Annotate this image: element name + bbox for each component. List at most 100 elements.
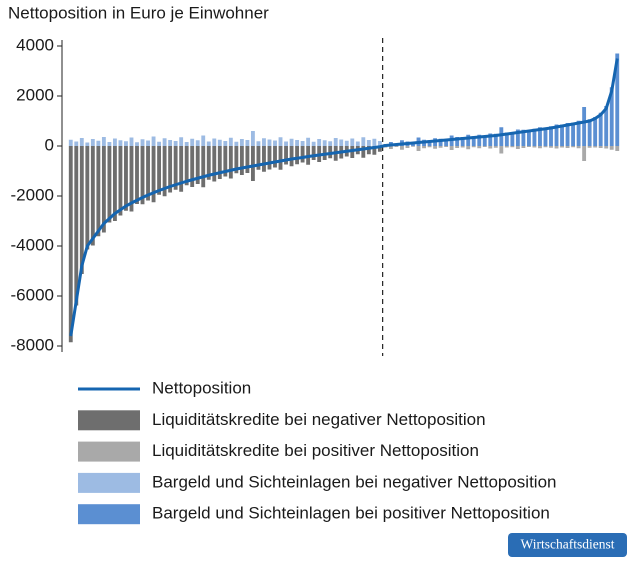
bar: [90, 146, 95, 246]
bar: [273, 140, 277, 146]
bar: [427, 140, 432, 146]
bar: [598, 112, 603, 146]
bar: [289, 138, 294, 146]
bar: [593, 117, 598, 146]
bar: [267, 139, 272, 146]
bar: [366, 140, 371, 146]
bar: [471, 136, 476, 146]
y-tick-label: -6000: [11, 285, 54, 304]
bar: [582, 146, 587, 161]
bar: [543, 146, 548, 148]
bar: [455, 146, 460, 148]
bar: [112, 138, 117, 146]
bar: [79, 138, 84, 146]
bar: [549, 146, 553, 148]
bar: [85, 142, 90, 146]
bar: [560, 124, 564, 146]
legend-swatch: [78, 472, 140, 493]
bar: [422, 146, 426, 149]
bar: [488, 133, 493, 146]
bar: [560, 146, 564, 148]
bar: [482, 135, 487, 146]
bar: [466, 146, 471, 150]
bar: [499, 127, 504, 146]
bar: [549, 126, 553, 146]
bar: [173, 141, 178, 146]
legend: Nettoposition Liquiditätskredite bei nega…: [78, 378, 557, 525]
bar: [250, 146, 255, 181]
bar: [333, 138, 338, 146]
bar: [101, 137, 106, 146]
bar: [262, 146, 266, 172]
bar: [433, 146, 438, 149]
bar: [101, 146, 106, 233]
bar: [372, 146, 377, 155]
bar: [515, 129, 520, 146]
bar: [482, 146, 487, 147]
legend-swatch: [78, 410, 140, 431]
bar: [449, 146, 454, 150]
bar: [532, 146, 537, 148]
bar: [190, 138, 195, 146]
bar: [543, 127, 548, 146]
legend-label: Liquiditätskredite bei negativer Nettopo…: [152, 410, 486, 429]
bar: [74, 146, 79, 306]
bar: [284, 141, 288, 146]
bar: [228, 146, 233, 179]
bar: [262, 138, 266, 146]
bar: [615, 146, 620, 151]
bar: [515, 146, 520, 149]
bar: [377, 146, 382, 152]
bar: [135, 146, 139, 204]
bar: [184, 142, 189, 146]
bar: [366, 146, 371, 155]
bar: [140, 146, 145, 205]
bar: [168, 146, 173, 193]
chart-title: Nettoposition in Euro je Einwohner: [8, 3, 269, 22]
bar: [388, 146, 393, 149]
bar: [245, 140, 250, 146]
bar: [604, 106, 609, 146]
bar: [504, 146, 509, 148]
bar: [201, 146, 206, 188]
bar: [504, 132, 509, 146]
bar: [278, 146, 283, 170]
bar: [582, 107, 587, 146]
bar: [124, 141, 128, 146]
bar: [311, 146, 316, 160]
bar: [604, 146, 609, 149]
bar: [190, 146, 195, 187]
bar: [554, 146, 559, 149]
bar: [250, 131, 255, 146]
bar: [538, 127, 542, 146]
bar: [587, 119, 592, 146]
bar: [394, 146, 399, 147]
badge: Wirtschaftsdienst: [521, 537, 615, 552]
bar: [538, 146, 542, 149]
bar: [493, 146, 498, 148]
bar: [173, 146, 178, 190]
bar: [477, 134, 482, 146]
bar: [267, 146, 272, 170]
bar: [576, 120, 581, 146]
bar: [377, 141, 382, 146]
bar: [245, 146, 250, 173]
bar: [444, 139, 449, 146]
bar: [598, 146, 603, 148]
bar: [273, 146, 277, 168]
bar: [593, 146, 598, 148]
bar: [427, 146, 432, 148]
bar: [256, 141, 261, 146]
bar: [96, 140, 101, 146]
bar: [455, 137, 460, 146]
bar: [344, 140, 349, 146]
bar: [615, 53, 620, 146]
bar: [609, 146, 614, 150]
bar: [526, 146, 531, 147]
bar: [317, 139, 322, 146]
bar: [239, 146, 244, 175]
bar: [168, 140, 173, 146]
bar: [135, 142, 139, 146]
bar: [554, 124, 559, 146]
bar: [212, 146, 217, 182]
